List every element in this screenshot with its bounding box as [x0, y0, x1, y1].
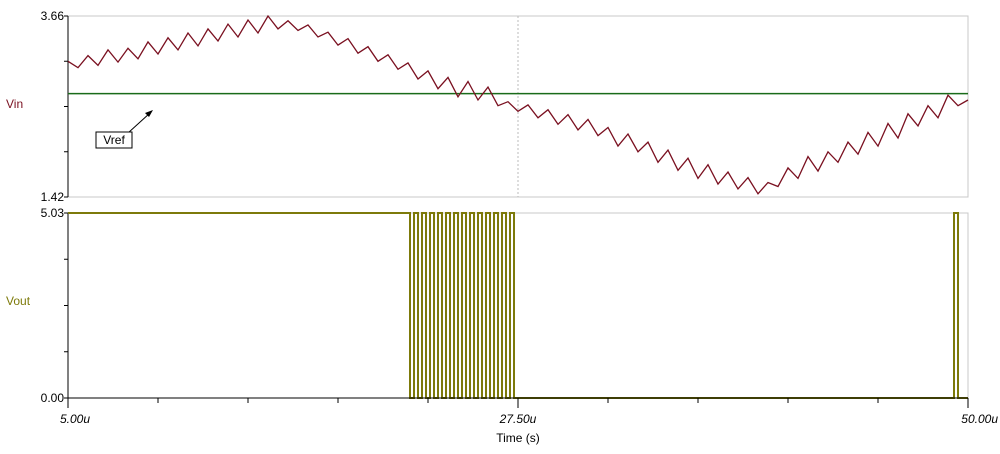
vin-ymax-label: 3.66 [41, 9, 65, 23]
x-tick-label: 5.00u [60, 412, 90, 426]
vout-plot-frame [67, 212, 969, 399]
vin-axis-label: Vin [6, 97, 23, 111]
vref-callout-box [95, 131, 133, 149]
vout-ymin-label: 0.00 [41, 391, 65, 405]
x-tick-label: 50.00u [961, 412, 998, 426]
vin-ymin-label: 1.42 [41, 190, 65, 204]
x-axis-title: Time (s) [496, 431, 540, 445]
x-tick-label: 27.50u [499, 412, 537, 426]
vout-series-line [68, 212, 968, 399]
vout-axis-label: Vout [6, 294, 31, 308]
vout-panel: 5.03 0.00 Vout [6, 206, 969, 405]
vref-callout-arrowhead [145, 110, 153, 117]
vref-callout-label: Vref [103, 133, 125, 147]
vref-callout-leader [127, 112, 151, 134]
vin-series-line [67, 14, 969, 195]
time-axis: 5.00u 27.50u 50.00u Time (s) [60, 397, 998, 445]
vin-panel: 3.66 1.42 Vin Vref [6, 9, 969, 204]
vout-ymax-label: 5.03 [41, 206, 65, 220]
